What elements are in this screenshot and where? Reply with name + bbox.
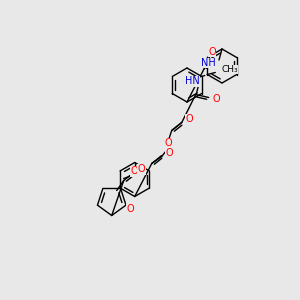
Text: O: O bbox=[166, 148, 173, 158]
Text: O: O bbox=[138, 164, 145, 175]
Text: NH: NH bbox=[201, 58, 216, 68]
Text: HN: HN bbox=[185, 76, 200, 86]
Text: O: O bbox=[165, 139, 172, 148]
Text: O: O bbox=[186, 115, 193, 124]
Text: O: O bbox=[208, 47, 216, 57]
Text: O: O bbox=[213, 94, 220, 103]
Text: O: O bbox=[131, 167, 139, 176]
Text: CH₃: CH₃ bbox=[221, 65, 238, 74]
Text: O: O bbox=[127, 203, 134, 214]
